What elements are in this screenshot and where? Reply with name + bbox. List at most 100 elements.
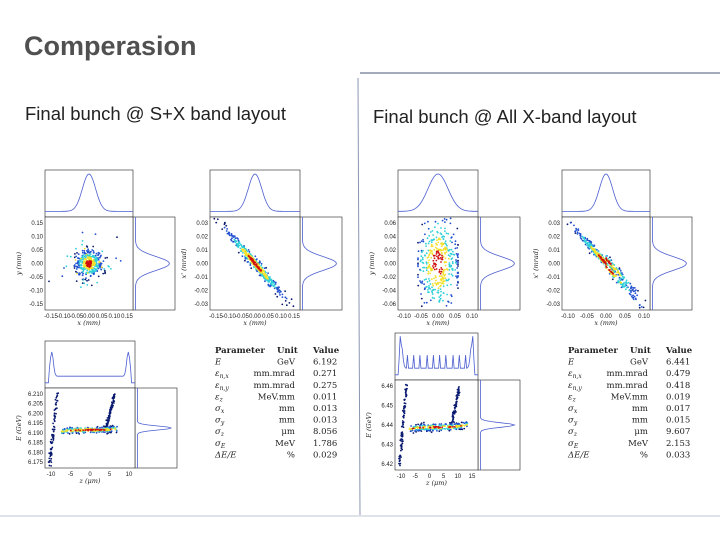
- particle: [403, 398, 406, 401]
- particle: [250, 258, 253, 261]
- particle: [629, 282, 632, 285]
- particle: [402, 407, 405, 410]
- particle: [102, 260, 105, 262]
- particle: [422, 240, 425, 243]
- particle: [80, 286, 82, 288]
- particle: [445, 304, 448, 307]
- particle: [87, 279, 90, 281]
- particle: [639, 304, 641, 306]
- particle: [437, 251, 440, 254]
- particle: [423, 424, 426, 426]
- particle: [421, 223, 424, 226]
- particle: [260, 264, 263, 267]
- particle: [423, 266, 426, 269]
- particle: [104, 257, 107, 259]
- particle: [452, 412, 454, 415]
- particle: [433, 257, 436, 260]
- particle: [276, 295, 279, 298]
- particle: [434, 275, 437, 277]
- particle: [417, 241, 419, 244]
- particle: [456, 396, 459, 399]
- particle: [440, 278, 442, 281]
- particle: [431, 253, 434, 256]
- particle: [429, 231, 432, 233]
- particle: [449, 428, 452, 431]
- particle: [437, 241, 440, 244]
- particle: [421, 258, 424, 261]
- symbol: E: [567, 358, 575, 368]
- parameter-symbol: ΔE/E: [567, 450, 590, 460]
- y-tick-label: -0.04: [382, 289, 396, 295]
- particle: [74, 259, 77, 261]
- value: 0.275: [313, 381, 337, 391]
- particle: [109, 408, 111, 411]
- histogram: [398, 173, 478, 212]
- particle: [230, 234, 233, 237]
- particle: [98, 428, 100, 431]
- parameter-symbol: σE: [568, 439, 579, 450]
- panel-heading: Final bunch @ All X-band layout: [373, 106, 637, 127]
- particle: [453, 404, 456, 407]
- particle: [444, 264, 447, 267]
- particle: [401, 440, 403, 443]
- particle: [444, 240, 447, 243]
- particle: [221, 228, 224, 231]
- particle: [609, 256, 611, 259]
- particle: [438, 270, 441, 273]
- particle: [448, 427, 450, 430]
- particle: [429, 299, 432, 302]
- particle: [89, 274, 92, 277]
- table-header: Value: [665, 346, 693, 356]
- particle: [109, 412, 111, 415]
- particle: [439, 426, 441, 429]
- particle: [442, 248, 445, 250]
- particle: [444, 221, 446, 224]
- y-axis-label: y (mm): [368, 251, 376, 276]
- particle: [402, 421, 405, 424]
- particle: [88, 252, 91, 254]
- y-axis-label: x' (mrad): [532, 248, 540, 278]
- particle: [435, 282, 438, 285]
- particle: [444, 257, 447, 260]
- particle: [416, 428, 419, 431]
- particle: [285, 297, 288, 300]
- particle: [85, 253, 88, 256]
- symbol-subscript: n,y: [220, 385, 230, 392]
- x-tick-label: 15: [469, 474, 476, 480]
- particle: [428, 280, 431, 282]
- symbol-subscript: E: [220, 443, 226, 450]
- particle: [416, 427, 419, 430]
- particle: [55, 395, 58, 398]
- particle: [435, 279, 437, 282]
- particle: [640, 306, 643, 308]
- particle: [445, 279, 448, 281]
- particle: [454, 243, 457, 246]
- particle: [412, 427, 415, 430]
- particle: [634, 292, 637, 295]
- symbol: σ: [215, 427, 221, 437]
- particle: [116, 236, 118, 239]
- parameter-symbol: E: [214, 358, 222, 368]
- particle: [422, 426, 424, 429]
- plot: 6.46 6.45 6.44 6.43 6.42 -10 -5 0 5 10 15 z (μm) E (…: [365, 332, 521, 487]
- particle: [614, 268, 617, 271]
- particle: [427, 256, 430, 258]
- particle: [97, 254, 99, 257]
- particle: [440, 245, 443, 248]
- particle: [576, 231, 579, 234]
- parameter-symbol: σE: [215, 439, 226, 450]
- particle: [436, 429, 438, 432]
- particle: [77, 429, 80, 431]
- histogram: [45, 173, 133, 212]
- particle: [97, 251, 100, 254]
- particle: [630, 295, 633, 298]
- particle: [456, 394, 458, 396]
- particle: [53, 412, 56, 415]
- particle: [620, 277, 623, 280]
- particle: [112, 397, 115, 400]
- particle: [425, 262, 428, 265]
- particle: [272, 279, 275, 282]
- parameter-symbol: εn,y: [215, 381, 229, 392]
- particle: [51, 446, 54, 449]
- particle: [432, 284, 435, 287]
